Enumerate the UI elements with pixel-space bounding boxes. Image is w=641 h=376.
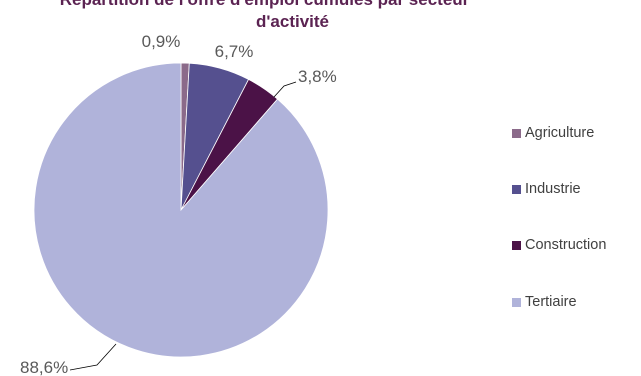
chart-title: Répartition de l'offre d'emploi cumulés … bbox=[0, 0, 585, 10]
data-labels: 0,9% 6,7% 3,8% 88,6% bbox=[20, 32, 337, 376]
legend-item-tertiaire: Tertiaire bbox=[512, 294, 577, 310]
chart-title-line-2: d'activité bbox=[255, 12, 329, 31]
data-label-agriculture: 0,9% bbox=[142, 32, 181, 51]
pie-slice-tertiaire bbox=[33, 62, 329, 358]
legend-label-construction: Construction bbox=[525, 237, 607, 253]
legend-label-industrie: Industrie bbox=[525, 181, 581, 197]
legend-swatch-construction bbox=[512, 240, 521, 250]
data-label-industrie: 6,7% bbox=[215, 42, 254, 61]
leader-line-construction bbox=[273, 81, 297, 98]
data-label-construction: 3,8% bbox=[298, 67, 337, 86]
data-label-tertiaire: 88,6% bbox=[20, 358, 68, 376]
legend-item-agriculture: Agriculture bbox=[512, 125, 594, 141]
pie-slices bbox=[33, 62, 329, 358]
legend-label-agriculture: Agriculture bbox=[525, 125, 595, 141]
legend-item-industrie: Industrie bbox=[512, 181, 581, 197]
leader-line-tertiaire bbox=[69, 343, 117, 371]
legend-item-construction: Construction bbox=[512, 237, 606, 253]
leader-lines bbox=[69, 81, 297, 371]
legend-label-tertiaire: Tertiaire bbox=[525, 294, 577, 310]
legend-swatch-agriculture bbox=[512, 128, 521, 138]
legend-swatch-industrie bbox=[512, 184, 521, 194]
legend-swatch-tertiaire bbox=[512, 297, 521, 307]
